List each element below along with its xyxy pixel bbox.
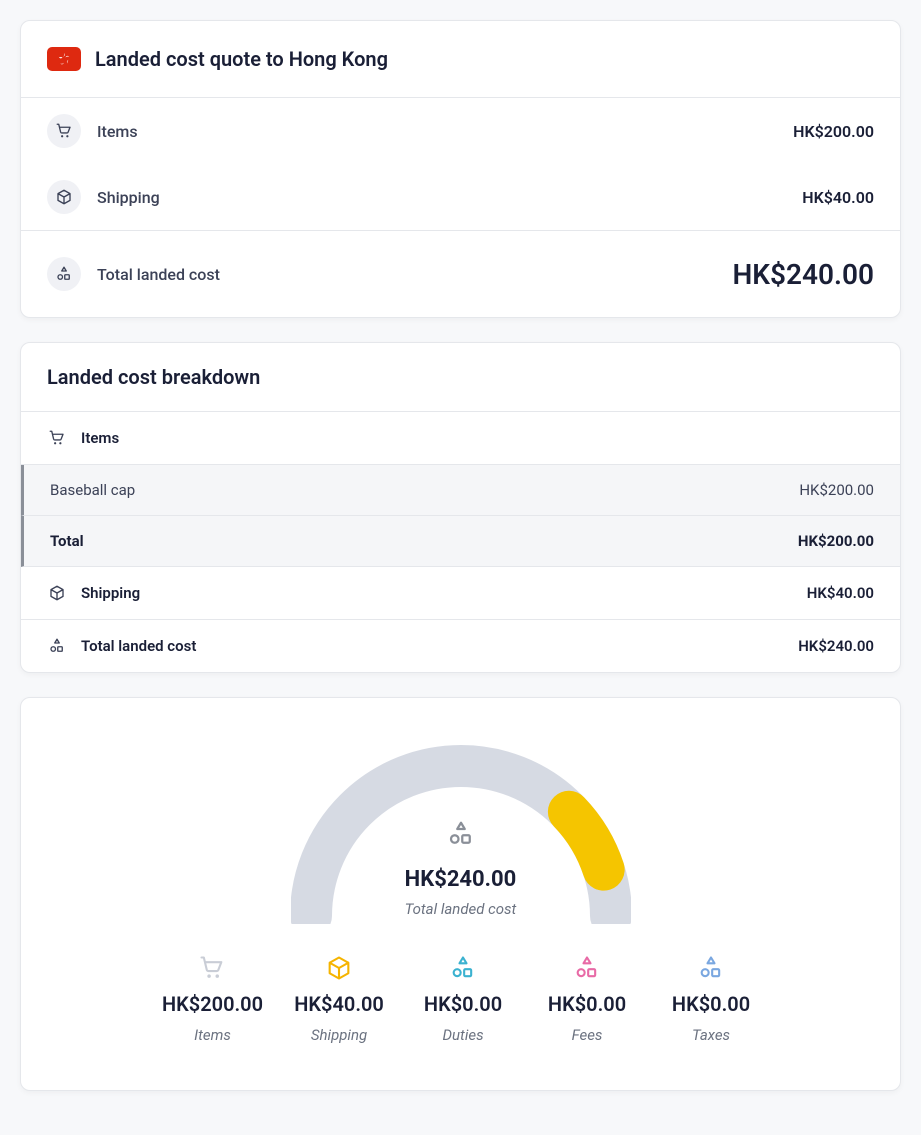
breakdown-items-header[interactable]: Items <box>21 412 900 465</box>
quote-title: Landed cost quote to Hong Kong <box>95 47 388 71</box>
breakdown-item-total-label: Total <box>50 532 84 550</box>
hong-kong-flag-icon <box>47 47 81 71</box>
cart-icon <box>47 428 67 448</box>
gauge-stat-label: Items <box>194 1026 231 1044</box>
breakdown-section-label: Shipping <box>81 584 140 602</box>
breakdown-shipping-row[interactable]: Shipping HK$40.00 <box>21 567 900 620</box>
gauge-card: HK$240.00 Total landed cost HK$200.00 Ite… <box>20 697 901 1091</box>
breakdown-section-label: Items <box>81 429 119 447</box>
breakdown-item-total-row: Total HK$200.00 <box>21 516 900 567</box>
gauge-stat-label: Duties <box>442 1026 483 1044</box>
gauge-stat-value: HK$0.00 <box>424 992 502 1016</box>
shapes-icon <box>697 954 725 982</box>
cart-icon <box>47 114 81 148</box>
box-icon <box>47 180 81 214</box>
breakdown-total-value: HK$240.00 <box>798 637 874 655</box>
breakdown-item-value: HK$200.00 <box>799 481 874 499</box>
breakdown-section-value: HK$40.00 <box>807 584 874 602</box>
quote-row-shipping: Shipping HK$40.00 <box>21 164 900 230</box>
quote-header: Landed cost quote to Hong Kong <box>21 21 900 98</box>
box-icon <box>47 583 67 603</box>
gauge-stat-label: Shipping <box>311 1026 367 1044</box>
quote-card: Landed cost quote to Hong Kong Items HK$… <box>20 20 901 318</box>
shapes-icon <box>449 954 477 982</box>
breakdown-total-row: Total landed cost HK$240.00 <box>21 620 900 672</box>
gauge-sub: Total landed cost <box>405 900 517 918</box>
gauge-amount: HK$240.00 <box>405 867 517 892</box>
breakdown-header: Landed cost breakdown <box>21 343 900 412</box>
breakdown-item-row: Baseball cap HK$200.00 <box>21 465 900 516</box>
gauge-chart: HK$240.00 Total landed cost <box>291 744 631 924</box>
quote-row-value: HK$40.00 <box>802 188 874 207</box>
quote-total-label: Total landed cost <box>97 265 220 284</box>
breakdown-item-total-value: HK$200.00 <box>798 532 874 550</box>
breakdown-total-label: Total landed cost <box>81 637 196 655</box>
gauge-stat-label: Fees <box>572 1026 603 1044</box>
gauge-stat-value: HK$0.00 <box>548 992 626 1016</box>
shapes-icon <box>446 819 476 849</box>
breakdown-item-label: Baseball cap <box>50 481 135 499</box>
gauge-stat-label: Taxes <box>692 1026 730 1044</box>
box-icon <box>325 954 353 982</box>
quote-rows: Items HK$200.00 Shipping HK$40.00 <box>21 98 900 230</box>
gauge-stat: HK$200.00 Items <box>162 954 263 1044</box>
quote-row-label: Items <box>97 122 138 141</box>
quote-row-items: Items HK$200.00 <box>21 98 900 164</box>
gauge-stat: HK$0.00 Fees <box>539 954 635 1044</box>
breakdown-title: Landed cost breakdown <box>47 365 874 389</box>
gauge-stat-value: HK$40.00 <box>294 992 384 1016</box>
gauge-center: HK$240.00 Total landed cost <box>291 819 631 918</box>
quote-total-row: Total landed cost HK$240.00 <box>21 230 900 317</box>
quote-row-label: Shipping <box>97 188 160 207</box>
gauge-stat: HK$0.00 Taxes <box>663 954 759 1044</box>
breakdown-card: Landed cost breakdown Items Baseball cap… <box>20 342 901 673</box>
shapes-icon <box>47 257 81 291</box>
gauge-stat: HK$0.00 Duties <box>415 954 511 1044</box>
gauge-stat-value: HK$200.00 <box>162 992 263 1016</box>
gauge-stat: HK$40.00 Shipping <box>291 954 387 1044</box>
gauge-stats-row: HK$200.00 Items HK$40.00 Shipping HK$0.00 Dut… <box>47 954 874 1044</box>
quote-total-value: HK$240.00 <box>732 258 874 291</box>
cart-icon <box>198 954 226 982</box>
shapes-icon <box>573 954 601 982</box>
shapes-icon <box>47 636 67 656</box>
gauge-stat-value: HK$0.00 <box>672 992 750 1016</box>
quote-row-value: HK$200.00 <box>793 122 874 141</box>
